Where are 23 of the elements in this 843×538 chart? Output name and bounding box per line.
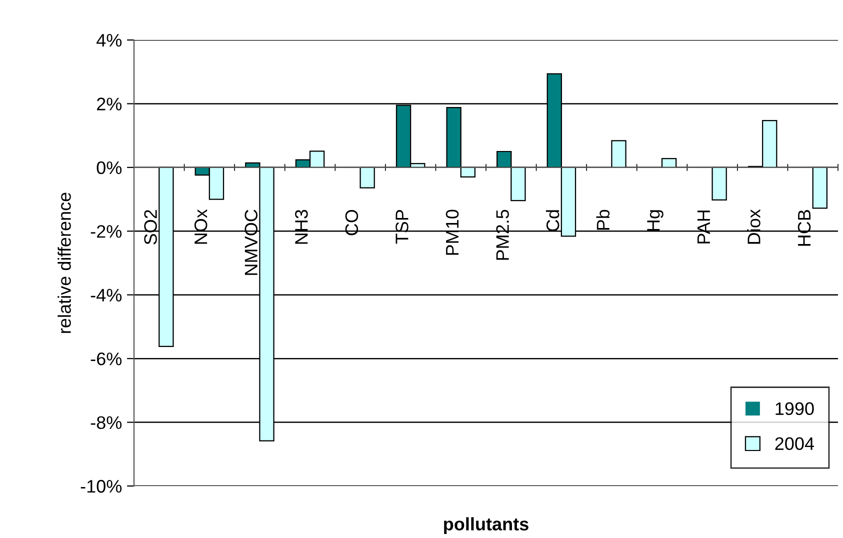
x-tick-label: CO — [345, 210, 358, 236]
y-tick-label: 0% — [96, 161, 122, 174]
y-tick-label: 2% — [97, 98, 122, 110]
y-tick-label: -6% — [90, 352, 122, 366]
y-tick-label: -4% — [90, 288, 122, 302]
x-tick-label: PM2.5 — [496, 210, 509, 260]
x-tick-label: PAH — [697, 210, 710, 244]
x-tick-label: HCB — [798, 210, 811, 246]
x-tick-label: NMVOC — [244, 210, 258, 275]
x-tick-label: Pb — [596, 210, 610, 230]
legend-label: 2004 — [775, 437, 814, 450]
y-tick-label: -2% — [90, 225, 122, 238]
x-axis-title: pollutants — [444, 517, 528, 534]
x-tick-label: Diox — [747, 209, 760, 244]
y-tick-label: -8% — [90, 416, 122, 430]
x-tick-label: Cd — [546, 210, 560, 232]
x-tick-label: NOx — [194, 209, 208, 244]
y-tick-label: -10% — [80, 480, 122, 493]
y-tick-label: 4% — [96, 34, 122, 47]
x-tick-label: TSP — [396, 210, 408, 244]
legend-label: 1990 — [776, 402, 814, 416]
y-axis-title: relative difference — [58, 192, 71, 333]
x-tick-label: NH3 — [295, 210, 308, 244]
